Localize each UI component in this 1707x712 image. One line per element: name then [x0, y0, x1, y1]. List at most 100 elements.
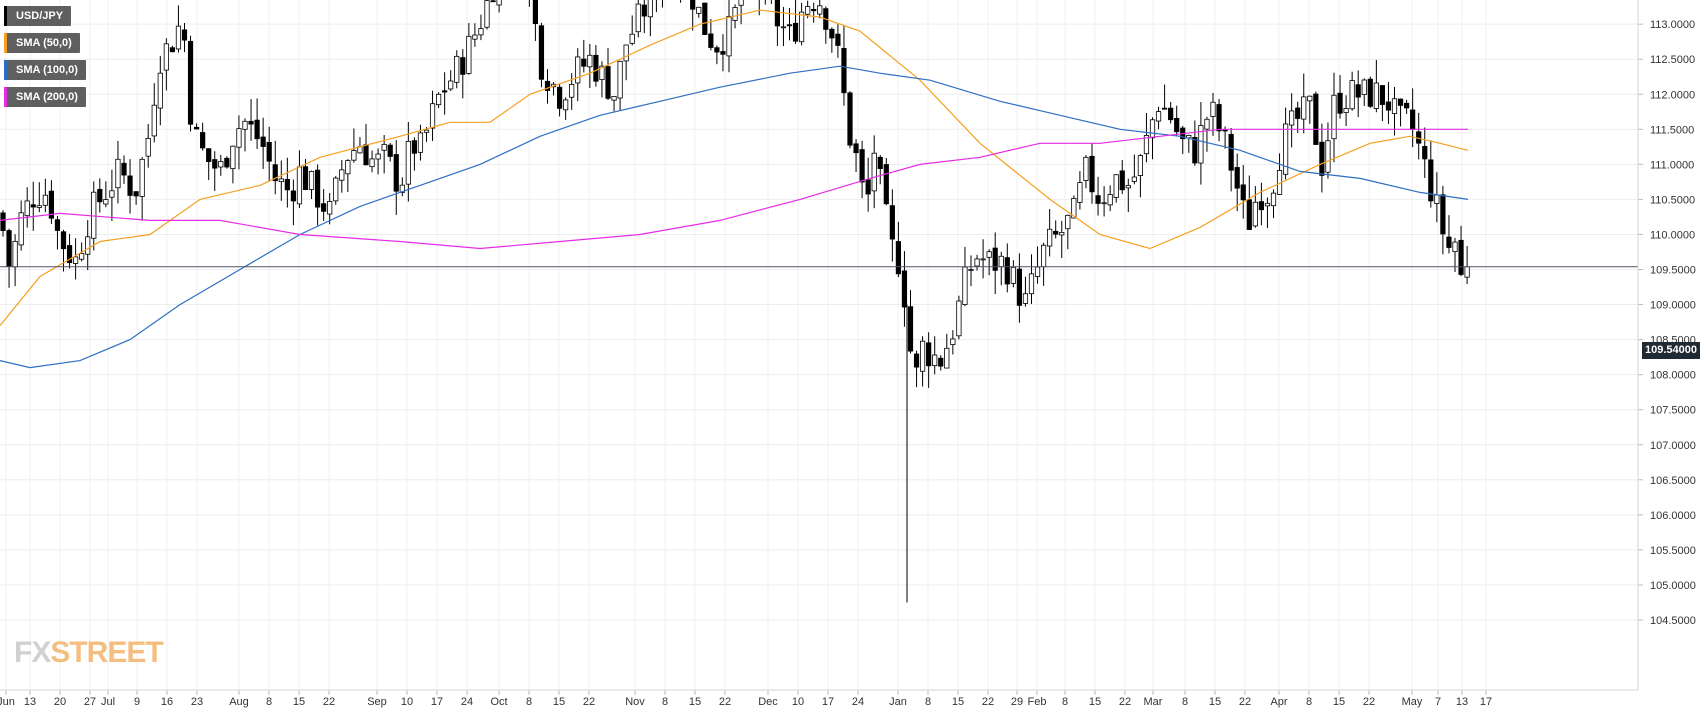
candle-down	[248, 120, 254, 125]
candle-down	[181, 29, 188, 41]
candle-up	[42, 194, 48, 206]
x-tick-label: 24	[852, 696, 864, 708]
y-axis-labels: 104.5000 105.0000 105.5000 106.0000 106.5000…	[1650, 19, 1696, 627]
x-tick-label: 22	[583, 696, 595, 708]
candle-up	[1143, 135, 1150, 155]
candle-down	[206, 148, 212, 162]
fxstreet-logo: FXSTREET	[14, 636, 164, 670]
candle-up	[1283, 123, 1289, 175]
candle-down	[284, 178, 290, 191]
candle-down	[363, 144, 369, 166]
legend-sma50[interactable]: SMA (50,0)	[4, 33, 80, 53]
y-tick-label: 105.0000	[1650, 580, 1696, 592]
candle-down	[212, 159, 218, 169]
candle-down	[841, 48, 847, 94]
candle-up	[1391, 98, 1398, 114]
x-tick-label: 17	[1480, 696, 1492, 708]
legend-sma200[interactable]: SMA (200,0)	[4, 87, 86, 107]
logo-street: STREET	[50, 636, 163, 669]
x-tick-label: 17	[431, 696, 443, 708]
candle-down	[901, 270, 908, 308]
candle-down	[1404, 102, 1410, 109]
x-tick-label: 16	[161, 696, 173, 708]
candle-up	[1301, 96, 1307, 120]
candle-down	[97, 188, 103, 203]
candle-up	[1270, 192, 1277, 207]
candle-up	[1361, 79, 1367, 95]
candle-down	[6, 230, 12, 267]
candle-up	[962, 266, 968, 305]
y-tick-label: 108.0000	[1650, 370, 1696, 382]
x-tick-label: 15	[952, 696, 964, 708]
candle-down	[690, 0, 696, 10]
legend-usdjpy[interactable]: USD/JPY	[4, 6, 72, 26]
candle-up	[1307, 95, 1313, 102]
candle-up	[920, 340, 926, 372]
x-tick-label: 24	[461, 696, 473, 708]
candle-down	[411, 140, 418, 154]
candle-up	[417, 132, 424, 153]
candle-down	[302, 166, 309, 190]
candle-down	[1337, 92, 1343, 114]
x-tick-label: Dec	[758, 696, 778, 708]
y-tick-label: 110.0000	[1650, 229, 1695, 241]
candle-up	[91, 191, 97, 239]
candle-down	[1446, 236, 1452, 248]
candle-down	[786, 24, 793, 27]
candle-up	[1071, 197, 1077, 219]
candle-up	[448, 80, 454, 90]
candle-up	[1452, 241, 1458, 253]
candle-up	[738, 0, 744, 6]
candle-down	[260, 136, 266, 147]
candle-up	[569, 84, 575, 98]
x-tick-label: 29	[1011, 696, 1023, 708]
candle-up	[454, 55, 460, 83]
y-tick-label: 107.5000	[1650, 405, 1696, 417]
candle-down	[1313, 93, 1319, 145]
candle-up	[85, 236, 91, 255]
candle-down	[1162, 107, 1168, 110]
legend-sma100[interactable]: SMA (100,0)	[4, 60, 86, 80]
candle-down	[544, 80, 551, 91]
candle-down	[938, 357, 944, 367]
y-tick-label: 113.0000	[1650, 19, 1695, 31]
legend-label: SMA (200,0)	[16, 91, 78, 103]
candle-up	[103, 199, 109, 205]
candle-up	[423, 129, 430, 133]
x-tick-label: 15	[293, 696, 305, 708]
candle-down	[1258, 201, 1264, 211]
candle-up	[986, 251, 992, 258]
candle-down	[30, 204, 36, 208]
candle-up	[1113, 174, 1119, 198]
candle-up	[974, 258, 980, 267]
logo-fx: FX	[14, 636, 51, 669]
legend-label: SMA (50,0)	[16, 37, 72, 49]
candle-up	[635, 3, 641, 33]
candle-up	[1155, 111, 1162, 122]
candle-up	[696, 6, 702, 14]
candle-up	[139, 158, 145, 197]
candle-up	[1252, 201, 1258, 227]
candle-down	[1428, 159, 1434, 202]
legend-label: SMA (100,0)	[16, 64, 78, 76]
candle-up	[236, 128, 242, 148]
x-tick-label: 20	[54, 696, 66, 708]
candle-down	[127, 175, 133, 196]
candle-up	[24, 200, 30, 217]
candle-down	[48, 190, 55, 219]
candle-up	[726, 15, 732, 57]
candle-down	[1422, 146, 1428, 160]
candle-down	[853, 143, 859, 154]
candle-down	[907, 306, 914, 352]
candle-up	[1331, 94, 1337, 140]
candle-up	[109, 190, 115, 198]
candle-up	[998, 255, 1004, 268]
candle-up	[980, 258, 986, 261]
x-tick-label: 8	[662, 696, 668, 708]
candle-down	[865, 179, 871, 195]
x-tick-label: 13	[24, 696, 36, 708]
candle-up	[1125, 185, 1131, 189]
legend-label: USD/JPY	[16, 10, 64, 22]
candle-down	[121, 162, 127, 176]
